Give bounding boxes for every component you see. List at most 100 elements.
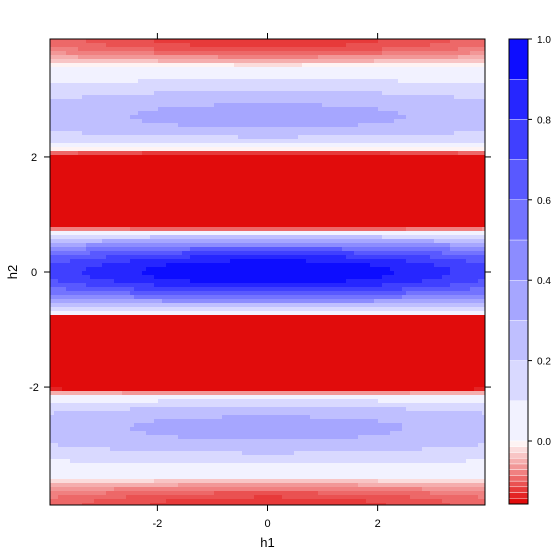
contour-cell bbox=[186, 147, 191, 152]
contour-cell bbox=[134, 107, 139, 112]
contour-cell bbox=[238, 139, 243, 144]
contour-cell bbox=[242, 51, 247, 56]
contour-cell bbox=[222, 135, 227, 140]
contour-cell bbox=[238, 159, 243, 164]
contour-cell bbox=[470, 183, 475, 188]
contour-cell bbox=[410, 211, 415, 216]
contour-cell bbox=[150, 59, 155, 64]
contour-cell bbox=[226, 219, 231, 224]
contour-cell bbox=[442, 79, 447, 84]
contour-cell bbox=[98, 143, 103, 148]
contour-cell bbox=[90, 51, 95, 56]
contour-cell bbox=[90, 155, 95, 160]
contour-cell bbox=[162, 111, 167, 116]
contour-cell bbox=[198, 207, 203, 212]
contour-cell bbox=[94, 55, 99, 60]
contour-cell bbox=[134, 67, 139, 72]
contour-cell bbox=[122, 155, 127, 160]
contour-cell bbox=[234, 207, 239, 212]
contour-cell bbox=[210, 47, 215, 52]
contour-cell bbox=[426, 131, 431, 136]
contour-cell bbox=[238, 119, 243, 124]
contour-cell bbox=[66, 147, 71, 152]
contour-cell bbox=[130, 203, 135, 208]
contour-cell bbox=[50, 139, 55, 144]
contour-cell bbox=[294, 155, 299, 160]
contour-cell bbox=[246, 167, 251, 172]
contour-cell bbox=[294, 39, 299, 44]
contour-cell bbox=[138, 115, 143, 120]
contour-cell bbox=[402, 87, 407, 92]
contour-cell bbox=[146, 103, 151, 108]
contour-cell bbox=[66, 143, 71, 148]
contour-cell bbox=[110, 43, 115, 48]
contour-cell bbox=[362, 95, 367, 100]
contour-cell bbox=[282, 95, 287, 100]
contour-cell bbox=[254, 111, 259, 116]
contour-cell bbox=[94, 159, 99, 164]
contour-cell bbox=[454, 107, 459, 112]
contour-cell bbox=[146, 123, 151, 128]
contour-cell bbox=[222, 123, 227, 128]
contour-cell bbox=[154, 199, 159, 204]
contour-cell bbox=[438, 123, 443, 128]
contour-cell bbox=[338, 139, 343, 144]
contour-cell bbox=[418, 71, 423, 76]
contour-cell bbox=[342, 167, 347, 172]
contour-cell bbox=[218, 111, 223, 116]
contour-cell bbox=[206, 135, 211, 140]
contour-cell bbox=[362, 195, 367, 200]
contour-cell bbox=[338, 75, 343, 80]
contour-cell bbox=[298, 67, 303, 72]
contour-cell bbox=[366, 123, 371, 128]
contour-cell bbox=[206, 215, 211, 220]
contour-cell bbox=[118, 215, 123, 220]
contour-cell bbox=[306, 199, 311, 204]
contour-cell bbox=[186, 159, 191, 164]
contour-cell bbox=[326, 51, 331, 56]
contour-cell bbox=[322, 91, 327, 96]
contour-cell bbox=[74, 115, 79, 120]
contour-cell bbox=[422, 47, 427, 52]
contour-cell bbox=[310, 59, 315, 64]
contour-cell bbox=[386, 59, 391, 64]
contour-cell bbox=[238, 115, 243, 120]
contour-cell bbox=[422, 43, 427, 48]
contour-cell bbox=[82, 63, 87, 68]
contour-cell bbox=[326, 159, 331, 164]
contour-cell bbox=[98, 167, 103, 172]
contour-cell bbox=[210, 107, 215, 112]
contour-cell bbox=[182, 155, 187, 160]
contour-cell bbox=[382, 215, 387, 220]
contour-cell bbox=[94, 67, 99, 72]
contour-cell bbox=[338, 183, 343, 188]
contour-cell bbox=[154, 63, 159, 68]
contour-cell bbox=[154, 83, 159, 88]
contour-cell bbox=[382, 123, 387, 128]
contour-cell bbox=[178, 123, 183, 128]
contour-cell bbox=[374, 43, 379, 48]
contour-cell bbox=[254, 79, 259, 84]
contour-cell bbox=[318, 107, 323, 112]
contour-cell bbox=[446, 87, 451, 92]
contour-cell bbox=[94, 103, 99, 108]
contour-cell bbox=[478, 195, 483, 200]
contour-cell bbox=[218, 195, 223, 200]
contour-cell bbox=[54, 135, 59, 140]
contour-cell bbox=[374, 199, 379, 204]
contour-cell bbox=[266, 151, 271, 156]
contour-cell bbox=[186, 67, 191, 72]
contour-cell bbox=[86, 39, 91, 44]
contour-cell bbox=[74, 119, 79, 124]
contour-cell bbox=[206, 71, 211, 76]
contour-cell bbox=[230, 71, 235, 76]
contour-cell bbox=[162, 215, 167, 220]
contour-cell bbox=[454, 91, 459, 96]
contour-cell bbox=[302, 67, 307, 72]
contour-cell bbox=[90, 207, 95, 212]
contour-cell bbox=[230, 59, 235, 64]
contour-cell bbox=[246, 67, 251, 72]
contour-cell bbox=[302, 131, 307, 136]
contour-cell bbox=[126, 151, 131, 156]
contour-cell bbox=[250, 43, 255, 48]
